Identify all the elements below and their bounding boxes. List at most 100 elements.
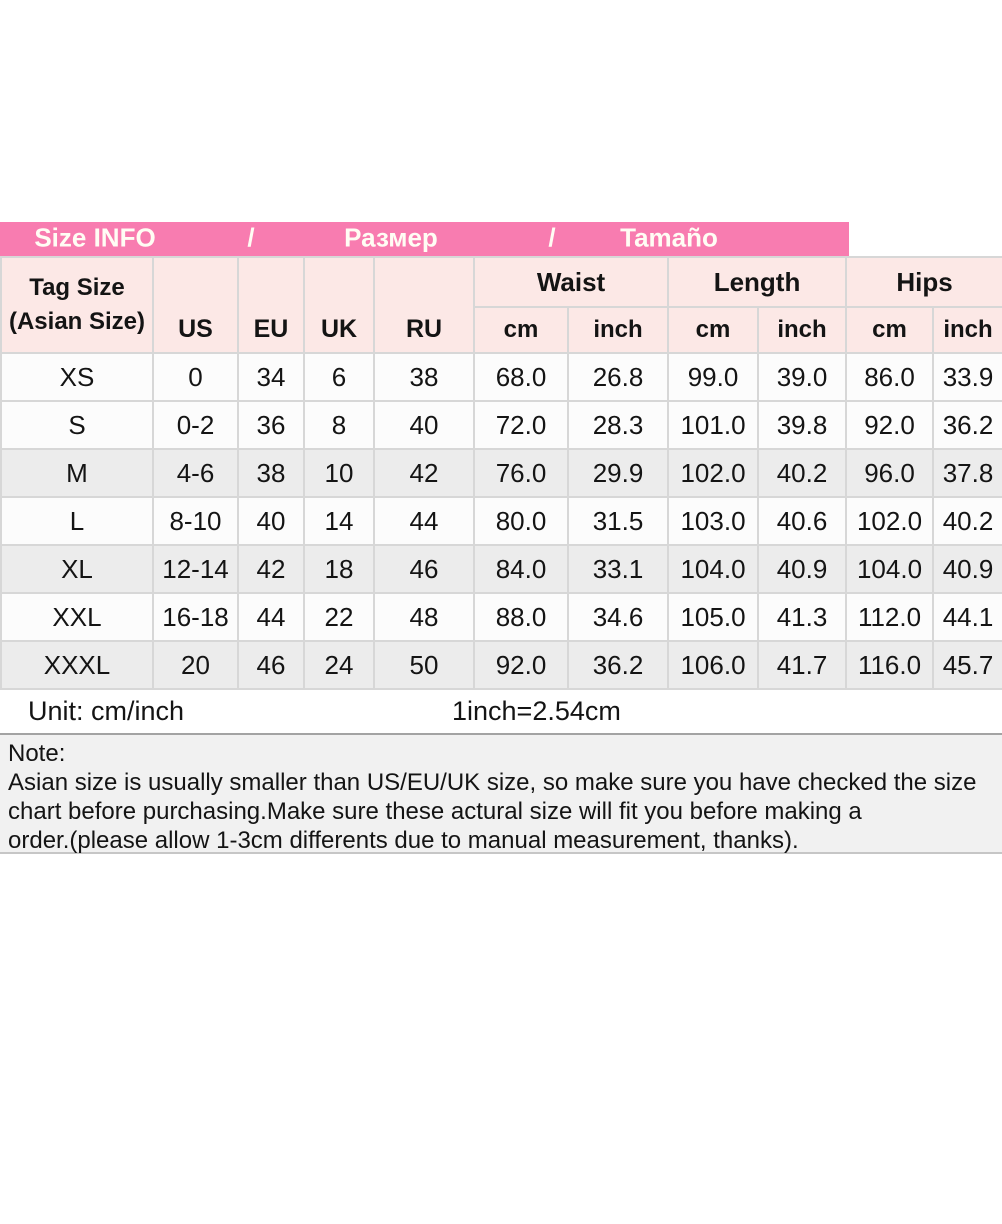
note-section: Note: Asian size is usually smaller than… [0,733,1002,854]
ru-size-cell: 42 [373,448,475,498]
banner-title-ru: Размер [344,222,438,253]
ru-size-cell: 44 [373,496,475,546]
hips-inch-header: inch [932,306,1002,354]
col-header-ru: RU [373,256,475,354]
us-size-cell: 12-14 [152,544,239,594]
eu-size-cell: 42 [237,544,305,594]
waist-inch-cell: 33.1 [566,544,670,594]
hips-inch-cell: 40.9 [932,544,1002,594]
note-line: chart before purchasing.Make sure these … [8,798,862,825]
tag-size-cell: XS [0,352,154,402]
waist-inch-cell: 26.8 [566,352,670,402]
eu-size-cell: 34 [237,352,305,402]
waist-inch-cell: 29.9 [566,448,670,498]
uk-size-cell: 10 [303,448,375,498]
waist-cm-cell: 80.0 [473,496,569,546]
banner-separator: / [247,222,255,253]
length-cm-header: cm [667,306,760,354]
uk-size-cell: 18 [303,544,375,594]
tag-size-cell: XXXL [0,640,154,690]
uk-size-cell: 8 [303,400,375,450]
tag-size-cell: XXL [0,592,154,642]
length-cm-cell: 105.0 [667,592,760,642]
eu-size-cell: 40 [237,496,305,546]
waist-cm-header: cm [473,306,569,354]
tag-size-cell: L [0,496,154,546]
size-row-m: M 4-6 38 10 42 76.0 29.9 102.0 40.2 96.0… [0,448,1002,498]
size-row-xl: XL 12-14 42 18 46 84.0 33.1 104.0 40.9 1… [0,544,1002,594]
length-inch-cell: 40.2 [757,448,848,498]
hips-cm-header: cm [845,306,935,354]
size-row-s: S 0-2 36 8 40 72.0 28.3 101.0 39.8 92.0 … [0,400,1002,450]
us-size-cell: 0-2 [152,400,239,450]
tag-size-header: Tag Size (Asian Size) [0,256,154,354]
waist-cm-cell: 72.0 [473,400,569,450]
hips-cm-cell: 104.0 [845,544,935,594]
size-chart-table: Tag Size (Asian Size) US EU UK RU Waist … [0,256,1002,690]
length-inch-cell: 41.3 [757,592,848,642]
ru-size-cell: 50 [373,640,475,690]
eu-size-cell: 44 [237,592,305,642]
waist-inch-cell: 36.2 [566,640,670,690]
length-cm-cell: 99.0 [667,352,760,402]
us-size-cell: 16-18 [152,592,239,642]
banner-title-en: Size INFO [34,222,156,253]
us-size-cell: 8-10 [152,496,239,546]
hips-inch-cell: 40.2 [932,496,1002,546]
hips-inch-cell: 45.7 [932,640,1002,690]
length-cm-cell: 102.0 [667,448,760,498]
eu-size-cell: 38 [237,448,305,498]
waist-cm-cell: 84.0 [473,544,569,594]
length-inch-header: inch [757,306,848,354]
unit-bar: Unit: cm/inch 1inch=2.54cm [0,690,1002,733]
tag-size-cell: S [0,400,154,450]
group-header-length: Length [667,256,848,308]
col-header-uk: UK [303,256,375,354]
banner-title-es: Tamaño [620,222,718,253]
waist-cm-cell: 92.0 [473,640,569,690]
length-inch-cell: 40.6 [757,496,848,546]
hips-cm-cell: 96.0 [845,448,935,498]
waist-inch-cell: 34.6 [566,592,670,642]
length-cm-cell: 103.0 [667,496,760,546]
hips-inch-cell: 36.2 [932,400,1002,450]
unit-label: Unit: cm/inch [28,695,185,726]
conversion-label: 1inch=2.54cm [452,695,621,726]
tag-size-header-line2: (Asian Size) [8,308,146,335]
col-header-us: US [152,256,239,354]
note-line: Asian size is usually smaller than US/EU… [8,769,977,796]
group-header-hips: Hips [845,256,1002,308]
ru-size-cell: 38 [373,352,475,402]
note-title: Note: [8,740,66,767]
us-size-cell: 4-6 [152,448,239,498]
uk-size-cell: 14 [303,496,375,546]
waist-cm-cell: 68.0 [473,352,569,402]
size-row-l: L 8-10 40 14 44 80.0 31.5 103.0 40.6 102… [0,496,1002,546]
length-cm-cell: 104.0 [667,544,760,594]
hips-cm-cell: 86.0 [845,352,935,402]
tag-size-header-line1: Tag Size [29,274,125,301]
waist-cm-cell: 76.0 [473,448,569,498]
size-row-xxl: XXL 16-18 44 22 48 88.0 34.6 105.0 41.3 … [0,592,1002,642]
us-size-cell: 0 [152,352,239,402]
tag-size-cell: XL [0,544,154,594]
size-row-xxxl: XXXL 20 46 24 50 92.0 36.2 106.0 41.7 11… [0,640,1002,690]
waist-inch-header: inch [566,306,670,354]
hips-cm-cell: 102.0 [845,496,935,546]
uk-size-cell: 22 [303,592,375,642]
hips-inch-cell: 37.8 [932,448,1002,498]
length-cm-cell: 101.0 [667,400,760,450]
us-size-cell: 20 [152,640,239,690]
length-inch-cell: 40.9 [757,544,848,594]
hips-cm-cell: 116.0 [845,640,935,690]
waist-inch-cell: 28.3 [566,400,670,450]
length-inch-cell: 39.0 [757,352,848,402]
tag-size-cell: M [0,448,154,498]
length-cm-cell: 106.0 [667,640,760,690]
ru-size-cell: 46 [373,544,475,594]
hips-cm-cell: 112.0 [845,592,935,642]
hips-inch-cell: 33.9 [932,352,1002,402]
uk-size-cell: 6 [303,352,375,402]
size-row-xs: XS 0 34 6 38 68.0 26.8 99.0 39.0 86.0 33… [0,352,1002,402]
col-header-eu: EU [237,256,305,354]
